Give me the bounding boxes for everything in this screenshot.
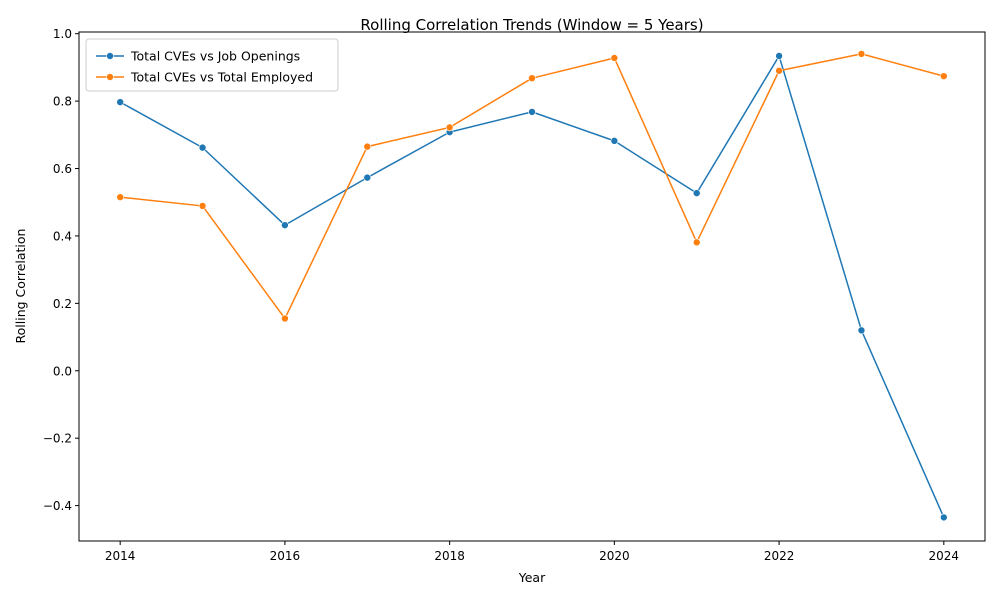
y-axis: −0.4 −0.2 0.0 0.2 0.4 0.6 0.8 1.0 <box>43 27 79 513</box>
plot-area <box>116 50 948 522</box>
x-tick-label: 2016 <box>270 549 301 563</box>
data-point-total-employed <box>116 193 124 201</box>
legend-marker-job-openings <box>106 52 114 60</box>
data-point-job-openings <box>940 513 948 522</box>
data-point-total-employed <box>281 314 289 323</box>
legend-label-job-openings: Total CVEs vs Job Openings <box>130 49 300 64</box>
data-point-total-employed <box>198 202 207 210</box>
y-tick-label: 0.4 <box>53 229 72 243</box>
plot-frame <box>78 31 986 542</box>
data-point-job-openings <box>528 108 536 116</box>
data-point-total-employed <box>445 123 454 132</box>
data-point-job-openings <box>363 173 372 182</box>
legend-label-total-employed: Total CVEs vs Total Employed <box>130 70 313 85</box>
x-tick-label: 2024 <box>929 549 960 563</box>
data-point-job-openings <box>692 189 701 197</box>
x-tick-label: 2020 <box>599 549 630 563</box>
y-tick-label: 1.0 <box>53 27 72 41</box>
y-tick-label: −0.2 <box>43 432 72 446</box>
y-axis-label: Rolling Correlation <box>13 229 28 344</box>
legend-marker-total-employed <box>106 73 114 81</box>
data-point-total-employed <box>363 142 372 151</box>
data-point-job-openings <box>198 143 207 152</box>
data-point-job-openings <box>116 98 124 106</box>
x-axis: 2014 2016 2018 2020 2022 2024 <box>105 541 959 563</box>
data-point-total-employed <box>528 74 536 82</box>
x-tick-label: 2014 <box>105 549 136 563</box>
x-tick-label: 2018 <box>434 549 465 563</box>
y-tick-label: 0.2 <box>53 297 72 311</box>
data-point-total-employed <box>857 50 866 58</box>
data-point-job-openings <box>857 326 866 335</box>
data-point-total-employed <box>610 54 619 62</box>
data-point-job-openings <box>610 137 619 145</box>
chart-title: Rolling Correlation Trends (Window = 5 Y… <box>360 16 703 34</box>
legend-frame <box>85 38 339 92</box>
x-axis-label: Year <box>518 570 546 585</box>
data-point-job-openings <box>775 52 783 60</box>
data-point-total-employed <box>692 238 701 247</box>
data-point-total-employed <box>940 72 948 80</box>
x-tick-label: 2022 <box>764 549 795 563</box>
y-tick-label: −0.4 <box>43 499 72 513</box>
data-point-job-openings <box>281 221 289 229</box>
legend: Total CVEs vs Job Openings Total CVEs vs… <box>85 38 339 92</box>
y-tick-label: 0.6 <box>53 162 72 176</box>
y-tick-label: 0.0 <box>53 364 72 378</box>
y-tick-label: 0.8 <box>53 95 72 109</box>
data-point-total-employed <box>775 66 783 75</box>
